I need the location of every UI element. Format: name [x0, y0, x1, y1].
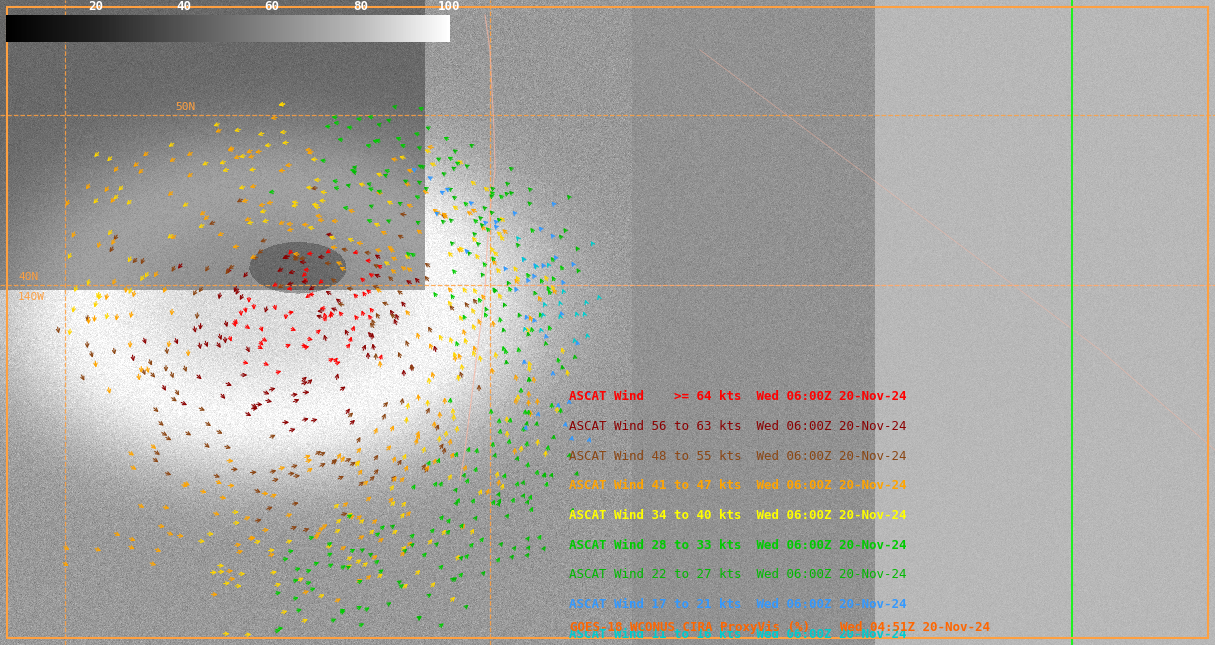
Text: ASCAT Wind 56 to 63 kts  Wed 06:00Z 20-Nov-24: ASCAT Wind 56 to 63 kts Wed 06:00Z 20-No… [569, 420, 906, 433]
Text: 50N: 50N [175, 102, 196, 112]
Text: ASCAT Wind 11 to 16 kts  Wed 06:00Z 20-Nov-24: ASCAT Wind 11 to 16 kts Wed 06:00Z 20-No… [569, 628, 906, 640]
Text: ASCAT Wind 48 to 55 kts  Wed 06:00Z 20-Nov-24: ASCAT Wind 48 to 55 kts Wed 06:00Z 20-No… [569, 450, 906, 462]
Text: ASCAT Wind 41 to 47 kts  Wed 06:00Z 20-Nov-24: ASCAT Wind 41 to 47 kts Wed 06:00Z 20-No… [569, 479, 906, 492]
Text: ASCAT Wind    >= 64 kts  Wed 06:00Z 20-Nov-24: ASCAT Wind >= 64 kts Wed 06:00Z 20-Nov-2… [569, 390, 906, 403]
Text: 40N: 40N [18, 272, 38, 282]
Text: ASCAT Wind 22 to 27 kts  Wed 06:00Z 20-Nov-24: ASCAT Wind 22 to 27 kts Wed 06:00Z 20-No… [569, 568, 906, 581]
Text: ASCAT Wind 17 to 21 kts  Wed 06:00Z 20-Nov-24: ASCAT Wind 17 to 21 kts Wed 06:00Z 20-No… [569, 598, 906, 611]
Text: ASCAT Wind 28 to 33 kts  Wed 06:00Z 20-Nov-24: ASCAT Wind 28 to 33 kts Wed 06:00Z 20-No… [569, 539, 906, 551]
Text: 140W: 140W [18, 292, 45, 302]
Text: GOES-18 WCONUS CIRA ProxyVis (%)    Wed 04:51Z 20-Nov-24: GOES-18 WCONUS CIRA ProxyVis (%) Wed 04:… [570, 620, 990, 633]
Text: ASCAT Wind 34 to 40 kts  Wed 06:00Z 20-Nov-24: ASCAT Wind 34 to 40 kts Wed 06:00Z 20-No… [569, 509, 906, 522]
